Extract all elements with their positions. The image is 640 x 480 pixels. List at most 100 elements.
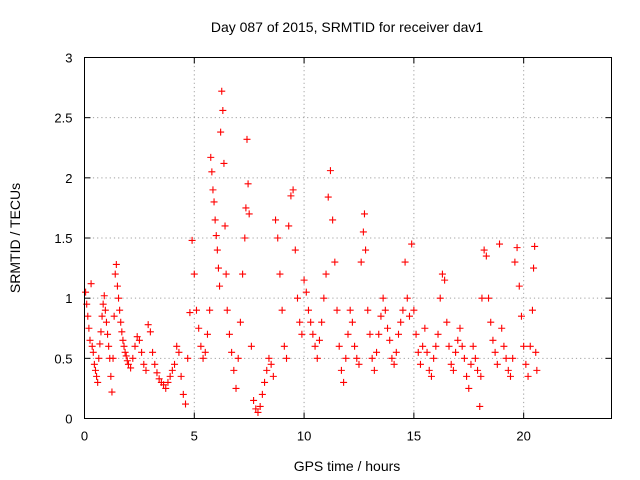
- data-point: [423, 348, 431, 356]
- data-point: [359, 228, 367, 236]
- data-point: [532, 348, 540, 356]
- data-point: [283, 354, 291, 362]
- data-point: [250, 396, 258, 404]
- data-point: [456, 324, 464, 332]
- data-point: [368, 354, 376, 362]
- data-point: [221, 222, 229, 230]
- data-point: [474, 366, 482, 374]
- data-point: [287, 192, 295, 200]
- data-point: [509, 354, 517, 362]
- data-point: [118, 328, 126, 336]
- data-point: [207, 153, 215, 161]
- data-point: [419, 342, 427, 350]
- data-point: [337, 366, 345, 374]
- data-point: [199, 354, 207, 362]
- data-point: [416, 360, 424, 368]
- data-point: [463, 372, 471, 380]
- data-point: [190, 270, 198, 278]
- data-point: [164, 378, 172, 386]
- data-point: [276, 270, 284, 278]
- data-point: [232, 384, 240, 392]
- data-point: [123, 357, 131, 365]
- data-point: [101, 306, 109, 314]
- data-point: [98, 312, 106, 320]
- data-point: [522, 360, 530, 368]
- data-point: [186, 309, 194, 317]
- data-point: [209, 186, 217, 194]
- data-point: [441, 276, 449, 284]
- data-point: [531, 242, 539, 250]
- data-point: [465, 384, 473, 392]
- data-point: [102, 318, 110, 326]
- data-point: [386, 336, 394, 344]
- data-point: [478, 294, 486, 302]
- data-point: [280, 342, 288, 350]
- data-point: [208, 168, 216, 176]
- data-point: [476, 402, 484, 410]
- data-point: [96, 340, 104, 348]
- data-point: [399, 306, 407, 314]
- data-point: [326, 167, 334, 175]
- data-point: [171, 360, 179, 368]
- data-point: [364, 306, 372, 314]
- data-point: [430, 354, 438, 362]
- data-point: [434, 330, 442, 338]
- data-point: [533, 366, 541, 374]
- data-point: [218, 87, 226, 95]
- data-point: [493, 360, 501, 368]
- data-point: [304, 306, 312, 314]
- data-point: [496, 240, 504, 248]
- data-point: [225, 330, 233, 338]
- data-point: [151, 360, 159, 368]
- data-point: [357, 258, 365, 266]
- data-point: [520, 342, 528, 350]
- data-point: [99, 300, 107, 308]
- data-point: [480, 246, 488, 254]
- data-point: [506, 372, 514, 380]
- data-point: [373, 348, 381, 356]
- data-point: [261, 378, 269, 386]
- data-point: [124, 360, 132, 368]
- data-point: [258, 390, 266, 398]
- data-point: [105, 342, 113, 350]
- data-point: [392, 348, 400, 356]
- x-tick-label: 15: [407, 429, 421, 444]
- data-point: [127, 364, 135, 372]
- data-point: [195, 324, 203, 332]
- data-point: [498, 324, 506, 332]
- data-point: [228, 348, 236, 356]
- data-point: [94, 378, 102, 386]
- data-point: [318, 318, 326, 326]
- data-point: [175, 348, 183, 356]
- y-tick-label: 2.5: [54, 111, 72, 126]
- data-point: [155, 375, 163, 383]
- data-points: [82, 87, 541, 416]
- data-point: [322, 270, 330, 278]
- data-point: [252, 405, 260, 413]
- data-point: [489, 336, 497, 344]
- data-point: [162, 384, 170, 392]
- data-point: [346, 306, 354, 314]
- data-point: [524, 372, 532, 380]
- data-point: [179, 390, 187, 398]
- data-point: [348, 318, 356, 326]
- data-point: [168, 366, 176, 374]
- data-point: [333, 306, 341, 314]
- data-point: [511, 258, 519, 266]
- data-point: [135, 336, 143, 344]
- data-point: [454, 336, 462, 344]
- data-point: [117, 318, 125, 326]
- data-point: [116, 306, 124, 314]
- data-point: [203, 330, 211, 338]
- data-point: [530, 264, 538, 272]
- data-point: [84, 312, 92, 320]
- data-point: [405, 312, 413, 320]
- data-point: [307, 318, 315, 326]
- data-point: [121, 348, 129, 356]
- data-point: [217, 128, 225, 136]
- y-tick-label: 2: [65, 171, 72, 186]
- data-point: [210, 198, 218, 206]
- data-point: [344, 330, 352, 338]
- data-point: [401, 258, 409, 266]
- data-point: [93, 372, 101, 380]
